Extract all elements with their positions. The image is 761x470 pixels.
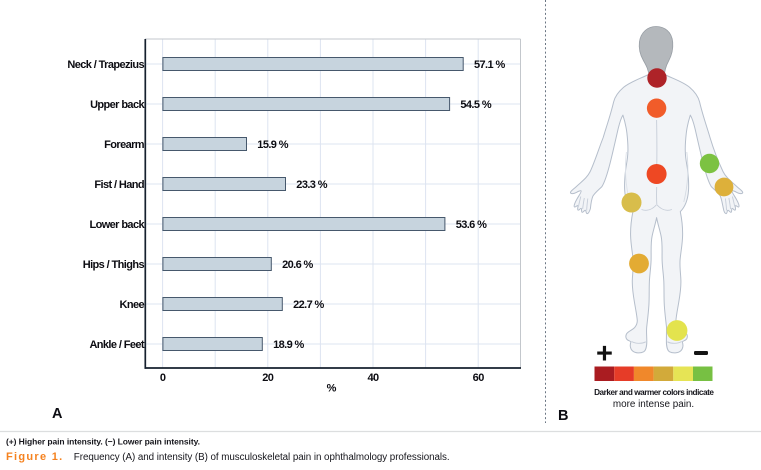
svg-text:40: 40	[367, 372, 379, 384]
svg-text:Knee: Knee	[120, 299, 145, 311]
svg-text:Frequency (A) and intensity (B: Frequency (A) and intensity (B) of muscu…	[74, 452, 450, 463]
svg-text:15.9 %: 15.9 %	[257, 139, 288, 151]
svg-text:Fist / Hand: Fist / Hand	[94, 179, 144, 191]
svg-text:54.5 %: 54.5 %	[460, 99, 491, 111]
svg-text:Darker and warmer colors indic: Darker and warmer colors indicate	[594, 388, 714, 397]
svg-text:0: 0	[160, 372, 166, 384]
svg-text:A: A	[52, 406, 63, 422]
svg-text:B: B	[558, 408, 568, 424]
svg-text:57.1 %: 57.1 %	[474, 59, 505, 71]
svg-text:Forearm: Forearm	[104, 139, 145, 151]
svg-text:Hips / Thighs: Hips / Thighs	[83, 259, 145, 271]
svg-text:Upper back: Upper back	[90, 99, 145, 111]
svg-text:+: +	[596, 338, 613, 370]
svg-text:Lower back: Lower back	[89, 219, 145, 231]
svg-text:more intense pain.: more intense pain.	[613, 399, 694, 410]
svg-text:60: 60	[473, 372, 485, 384]
svg-text:20: 20	[262, 372, 274, 384]
svg-text:Figure 1.: Figure 1.	[6, 451, 64, 463]
svg-text:%: %	[327, 382, 337, 394]
svg-text:20.6 %: 20.6 %	[282, 259, 313, 271]
svg-text:(+) Higher pain intensity. (−): (+) Higher pain intensity. (−) Lower pai…	[6, 437, 200, 447]
svg-text:53.6 %: 53.6 %	[456, 219, 487, 231]
svg-text:Ankle / Feet: Ankle / Feet	[89, 339, 144, 351]
svg-text:Neck / Trapezius: Neck / Trapezius	[67, 59, 144, 71]
svg-text:23.3 %: 23.3 %	[296, 179, 327, 191]
svg-text:22.7 %: 22.7 %	[293, 299, 324, 311]
svg-text:18.9 %: 18.9 %	[273, 339, 304, 351]
